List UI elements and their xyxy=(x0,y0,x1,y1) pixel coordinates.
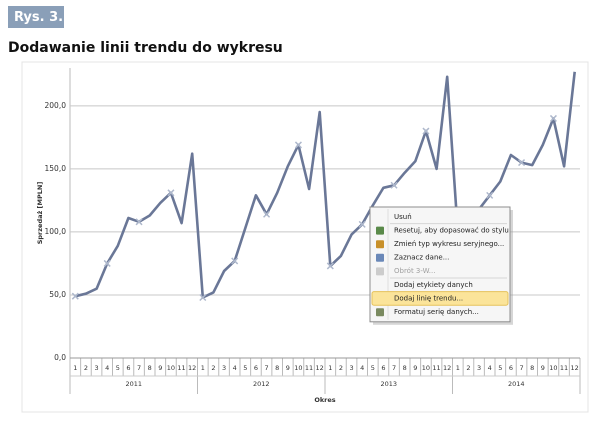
x-tick-label: 8 xyxy=(530,364,534,372)
x-tick-label: 9 xyxy=(541,364,545,372)
menu-item[interactable]: Formatuj serię danych... xyxy=(394,308,479,316)
x-tick-label: 2 xyxy=(211,364,215,372)
x-tick-label: 12 xyxy=(316,364,324,372)
selection-marker xyxy=(422,127,430,135)
x-tick-label: 5 xyxy=(243,364,247,372)
year-label: 2014 xyxy=(508,380,525,388)
x-tick-label: 12 xyxy=(188,364,196,372)
x-tick-label: 5 xyxy=(498,364,502,372)
x-tick-label: 3 xyxy=(477,364,481,372)
menu-item[interactable]: Dodaj linię trendu... xyxy=(394,294,463,302)
menu-icon xyxy=(376,267,384,276)
menu-item[interactable]: Obrót 3-W... xyxy=(394,267,435,275)
x-tick-label: 7 xyxy=(264,364,268,372)
menu-item[interactable]: Zmień typ wykresu seryjnego... xyxy=(394,240,504,248)
x-tick-label: 5 xyxy=(371,364,375,372)
x-tick-label: 7 xyxy=(137,364,141,372)
x-tick-label: 9 xyxy=(413,364,417,372)
x-tick-label: 4 xyxy=(488,364,492,372)
selection-marker xyxy=(390,181,398,189)
x-tick-label: 7 xyxy=(392,364,396,372)
menu-item[interactable]: Zaznacz dane... xyxy=(394,254,449,262)
y-tick-label: 50,0 xyxy=(49,290,66,299)
x-tick-label: 5 xyxy=(116,364,120,372)
menu-icon xyxy=(376,253,384,262)
x-tick-label: 6 xyxy=(509,364,513,372)
menu-item[interactable]: Resetuj, aby dopasować do stylu xyxy=(394,226,509,234)
x-tick-label: 1 xyxy=(73,364,77,372)
x-tick-label: 10 xyxy=(422,364,430,372)
menu-icon xyxy=(376,226,384,235)
context-menu: Usuń Resetuj, aby dopasować do stylu Zmień… xyxy=(369,206,513,325)
selection-marker xyxy=(518,159,526,167)
y-tick-label: 150,0 xyxy=(45,164,67,173)
year-label: 2011 xyxy=(125,380,142,388)
x-tick-label: 4 xyxy=(360,364,364,372)
x-tick-label: 1 xyxy=(201,364,205,372)
x-tick-label: 6 xyxy=(126,364,130,372)
menu-icon xyxy=(376,308,384,317)
selection-marker xyxy=(263,210,271,218)
selection-marker xyxy=(358,220,366,228)
year-label: 2012 xyxy=(253,380,270,388)
x-tick-label: 7 xyxy=(519,364,523,372)
menu-item[interactable]: Dodaj etykiety danych xyxy=(394,281,473,289)
x-tick-label: 8 xyxy=(275,364,279,372)
x-tick-label: 9 xyxy=(286,364,290,372)
x-tick-label: 2 xyxy=(84,364,88,372)
x-tick-label: 9 xyxy=(158,364,162,372)
menu-item[interactable]: Usuń xyxy=(394,213,412,221)
x-tick-label: 1 xyxy=(456,364,460,372)
y-tick-label: 0,0 xyxy=(54,353,66,362)
x-tick-label: 11 xyxy=(305,364,313,372)
selection-marker xyxy=(103,259,111,267)
x-tick-label: 11 xyxy=(432,364,440,372)
heading: Dodawanie linii trendu do wykresu xyxy=(8,40,283,56)
figure-label-box xyxy=(8,6,64,28)
figure-label: Rys. 3. xyxy=(14,10,63,25)
year-label: 2013 xyxy=(380,380,397,388)
selection-marker xyxy=(167,189,175,197)
x-tick-label: 10 xyxy=(549,364,557,372)
x-tick-label: 2 xyxy=(466,364,470,372)
selection-marker xyxy=(294,141,302,149)
x-tick-label: 12 xyxy=(571,364,579,372)
x-tick-label: 6 xyxy=(381,364,385,372)
x-tick-label: 1 xyxy=(328,364,332,372)
x-tick-label: 6 xyxy=(254,364,258,372)
x-tick-label: 11 xyxy=(177,364,185,372)
x-tick-label: 10 xyxy=(167,364,175,372)
x-tick-label: 3 xyxy=(94,364,98,372)
x-tick-label: 4 xyxy=(105,364,109,372)
y-tick-label: 100,0 xyxy=(45,227,67,236)
x-axis-title: Okres xyxy=(314,396,335,404)
selection-marker xyxy=(135,218,143,226)
x-tick-label: 12 xyxy=(443,364,451,372)
y-tick-label: 200,0 xyxy=(45,101,67,110)
selection-marker xyxy=(71,292,79,300)
x-tick-label: 4 xyxy=(233,364,237,372)
x-tick-label: 2 xyxy=(339,364,343,372)
x-tick-label: 11 xyxy=(560,364,568,372)
x-tick-label: 8 xyxy=(403,364,407,372)
menu-highlight xyxy=(371,291,509,306)
x-tick-label: 8 xyxy=(148,364,152,372)
x-tick-label: 10 xyxy=(294,364,302,372)
menu-icon xyxy=(376,240,384,249)
selection-marker xyxy=(486,191,494,199)
y-axis-title: Sprzedaż [MPLN] xyxy=(36,182,44,245)
selection-marker xyxy=(549,114,557,122)
selection-marker xyxy=(231,257,239,265)
x-tick-label: 3 xyxy=(222,364,226,372)
selection-marker xyxy=(326,262,334,270)
selection-marker xyxy=(199,293,207,302)
x-tick-label: 3 xyxy=(349,364,353,372)
